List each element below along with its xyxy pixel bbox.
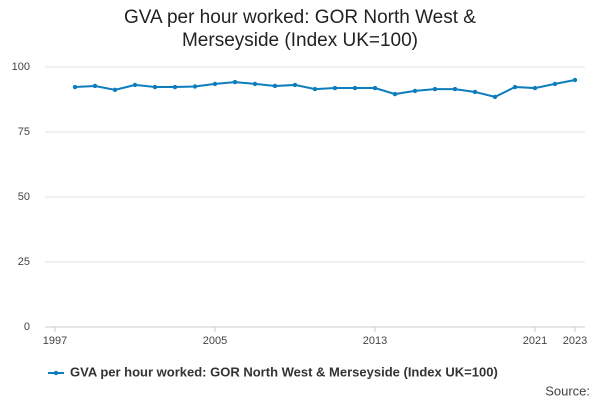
data-point xyxy=(372,85,378,91)
data-line xyxy=(74,79,576,98)
data-point xyxy=(552,81,558,87)
data-point xyxy=(272,83,278,89)
data-point xyxy=(332,85,338,91)
y-tick-label: 25 xyxy=(18,256,30,268)
x-tick-label: 2023 xyxy=(563,335,587,347)
data-point xyxy=(212,81,218,87)
source: Source: xyxy=(545,383,590,398)
x-tick-label: 1997 xyxy=(43,335,67,347)
legend-label: GVA per hour worked: GOR North West & Me… xyxy=(70,364,498,379)
data-point xyxy=(232,79,238,85)
y-tick-label: 100 xyxy=(12,61,30,73)
x-tick-label: 2005 xyxy=(203,335,227,347)
data-point xyxy=(412,88,418,94)
data-point xyxy=(152,84,158,90)
data-point xyxy=(352,85,358,91)
data-point xyxy=(172,84,178,90)
data-point xyxy=(572,77,578,83)
data-point xyxy=(532,85,538,91)
y-tick-label: 50 xyxy=(18,191,30,203)
legend-marker xyxy=(53,370,59,376)
data-point xyxy=(472,89,478,95)
data-point xyxy=(312,86,318,92)
data-point xyxy=(132,82,138,88)
x-tick-label: 2013 xyxy=(363,335,387,347)
data-point xyxy=(492,94,498,100)
y-tick-label: 75 xyxy=(18,126,30,138)
data-point xyxy=(192,84,198,89)
data-point xyxy=(432,86,438,92)
data-point xyxy=(92,83,98,89)
chart-title: GVA per hour worked: GOR North West & Me… xyxy=(124,7,476,51)
data-point xyxy=(252,81,258,87)
data-point xyxy=(512,84,518,90)
x-tick-label: 2021 xyxy=(523,335,547,347)
y-tick-label: 0 xyxy=(24,321,30,333)
data-point xyxy=(292,82,298,88)
data-point xyxy=(452,86,458,92)
data-point xyxy=(72,84,78,90)
data-point xyxy=(392,91,398,97)
data-point xyxy=(112,87,118,93)
